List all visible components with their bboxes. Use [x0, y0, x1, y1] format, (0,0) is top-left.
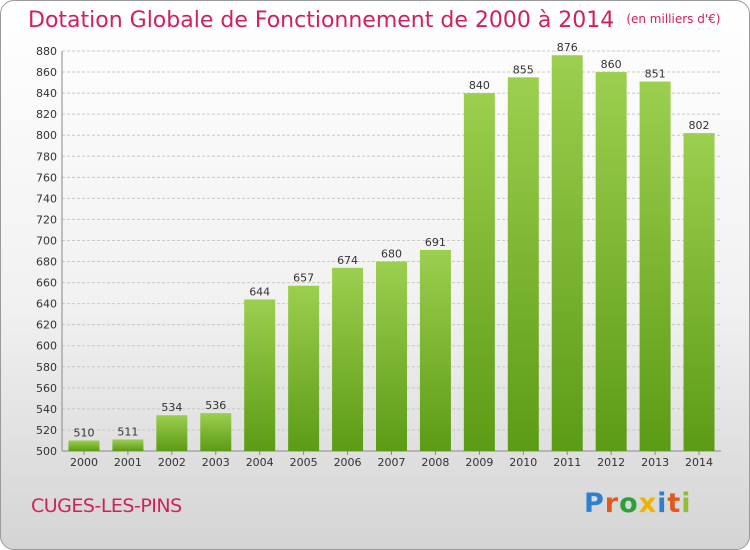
y-tick-label: 820 — [36, 108, 57, 121]
y-tick-label: 800 — [36, 129, 57, 142]
data-label-2013: 851 — [645, 68, 666, 81]
x-tick-label: 2013 — [641, 456, 669, 469]
y-tick-label: 660 — [36, 277, 57, 290]
y-tick-label: 760 — [36, 171, 57, 184]
data-label-2004: 644 — [249, 285, 270, 298]
y-tick-label: 520 — [36, 424, 57, 437]
chart-title: Dotation Globale de Fonctionnement de 20… — [28, 8, 720, 33]
chart-title-text: Dotation Globale de Fonctionnement de 20… — [28, 8, 615, 33]
data-label-2001: 511 — [117, 425, 138, 438]
data-label-2005: 657 — [293, 272, 314, 285]
data-label-2012: 860 — [601, 58, 622, 71]
x-tick-label: 2012 — [597, 456, 625, 469]
x-tick-label: 2010 — [509, 456, 537, 469]
bar-2014 — [683, 133, 715, 451]
x-tick-label: 2011 — [553, 456, 581, 469]
bar-2009 — [463, 93, 495, 452]
x-tick-label: 2014 — [685, 456, 713, 469]
bar-2012 — [595, 72, 627, 451]
data-label-2000: 510 — [73, 426, 94, 439]
bar-2003 — [200, 413, 232, 451]
x-tick-label: 2008 — [421, 456, 449, 469]
y-tick-label: 640 — [36, 298, 57, 311]
x-tick-label: 2002 — [158, 456, 186, 469]
bar-2013 — [639, 81, 671, 452]
y-tick-label: 780 — [36, 150, 57, 163]
bar-2011 — [551, 55, 583, 452]
x-tick-label: 2003 — [202, 456, 230, 469]
bar-2006 — [332, 267, 364, 451]
data-label-2003: 536 — [205, 399, 226, 412]
x-tick-label: 2006 — [334, 456, 362, 469]
x-tick-label: 2004 — [246, 456, 274, 469]
y-tick-label: 580 — [36, 361, 57, 374]
x-tick-label: 2001 — [114, 456, 142, 469]
y-tick-label: 680 — [36, 256, 57, 269]
bar-2007 — [376, 261, 407, 451]
y-tick-label: 560 — [36, 382, 57, 395]
y-tick-label: 600 — [36, 340, 57, 353]
y-tick-label: 540 — [36, 403, 57, 416]
bar-2001 — [112, 439, 144, 451]
chart-unit: (en milliers d'€) — [626, 12, 721, 26]
logo-letter: P — [584, 488, 605, 519]
y-tick-label: 880 — [36, 45, 57, 58]
data-label-2010: 855 — [513, 63, 534, 76]
data-label-2007: 680 — [381, 248, 402, 261]
y-tick-label: 840 — [36, 87, 57, 100]
bar-2002 — [156, 415, 188, 451]
logo-letter: t — [667, 488, 682, 519]
data-label-2006: 674 — [337, 254, 358, 267]
y-tick-label: 700 — [36, 234, 57, 247]
logo-letter: o — [619, 488, 639, 519]
y-tick-label: 860 — [36, 66, 57, 79]
data-label-2008: 691 — [425, 236, 446, 249]
bar-2004 — [244, 299, 276, 451]
commune-name: CUGES-LES-PINS — [31, 495, 182, 517]
y-tick-label: 500 — [36, 445, 57, 458]
bar-2010 — [507, 77, 539, 451]
bar-2008 — [419, 249, 451, 451]
logo-letter: r — [604, 488, 620, 519]
data-label-2014: 802 — [689, 119, 710, 132]
data-label-2009: 840 — [469, 79, 490, 92]
logo-letter: i — [657, 488, 668, 519]
logo-letter: i — [681, 488, 692, 519]
y-tick-label: 620 — [36, 319, 57, 332]
y-tick-label: 740 — [36, 192, 57, 205]
proxiti-logo: Proxiti — [584, 488, 692, 519]
y-tick-label: 720 — [36, 213, 57, 226]
x-tick-label: 2000 — [70, 456, 98, 469]
bar-2000 — [68, 440, 100, 451]
data-label-2011: 876 — [557, 41, 578, 54]
logo-letter: x — [638, 488, 658, 519]
data-label-2002: 534 — [161, 401, 182, 414]
x-tick-label: 2005 — [290, 456, 318, 469]
x-tick-label: 2007 — [378, 456, 406, 469]
x-tick-label: 2009 — [465, 456, 493, 469]
bar-2005 — [288, 285, 320, 451]
